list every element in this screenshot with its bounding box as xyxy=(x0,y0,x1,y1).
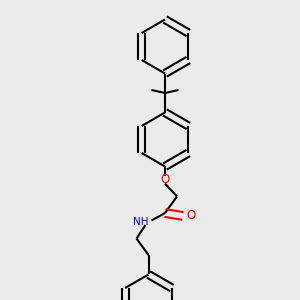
Text: O: O xyxy=(186,209,195,223)
Text: O: O xyxy=(160,173,169,187)
Text: NH: NH xyxy=(133,217,148,227)
